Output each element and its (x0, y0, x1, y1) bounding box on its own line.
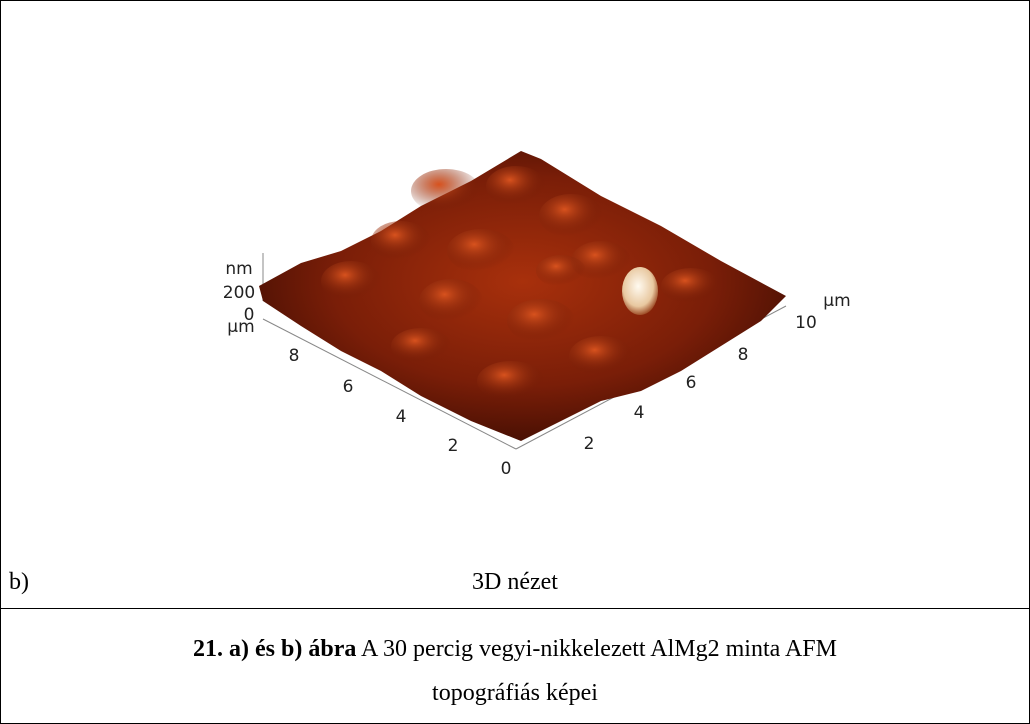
caption-text: A 30 percig vegyi-nikkelezett AlMg2 mint… (361, 636, 837, 662)
image-cell: nm 200 0 µm 8 6 4 2 0 2 4 6 8 10 µm b) 3… (1, 1, 1029, 609)
surface-peak (622, 267, 658, 315)
z-unit: nm (225, 259, 252, 279)
left-tick: 8 (289, 346, 300, 366)
view-label: 3D nézet (1, 569, 1029, 596)
left-tick: 0 (501, 459, 512, 479)
right-tick: 2 (584, 434, 595, 454)
right-tick: 4 (634, 403, 645, 423)
caption-line: 21. a) és b) ábra A 30 percig vegyi-nikk… (1, 627, 1029, 671)
right-tick: 10 (795, 313, 817, 333)
figure-page: nm 200 0 µm 8 6 4 2 0 2 4 6 8 10 µm b) 3… (0, 0, 1030, 724)
left-axis-unit: µm (227, 317, 254, 337)
z-tick: 200 (223, 283, 255, 303)
caption: 21. a) és b) ábra A 30 percig vegyi-nikk… (1, 609, 1029, 715)
left-tick: 6 (343, 377, 354, 397)
left-tick: 4 (396, 407, 407, 427)
afm-3d-image: nm 200 0 µm 8 6 4 2 0 2 4 6 8 10 µm (1, 1, 1029, 608)
right-axis-unit: µm (823, 291, 850, 311)
caption-line: topográfiás képei (1, 671, 1029, 715)
right-tick: 8 (738, 345, 749, 365)
caption-number: 21. a) és b) ábra (193, 636, 356, 662)
left-tick: 2 (448, 436, 459, 456)
right-tick: 6 (686, 373, 697, 393)
